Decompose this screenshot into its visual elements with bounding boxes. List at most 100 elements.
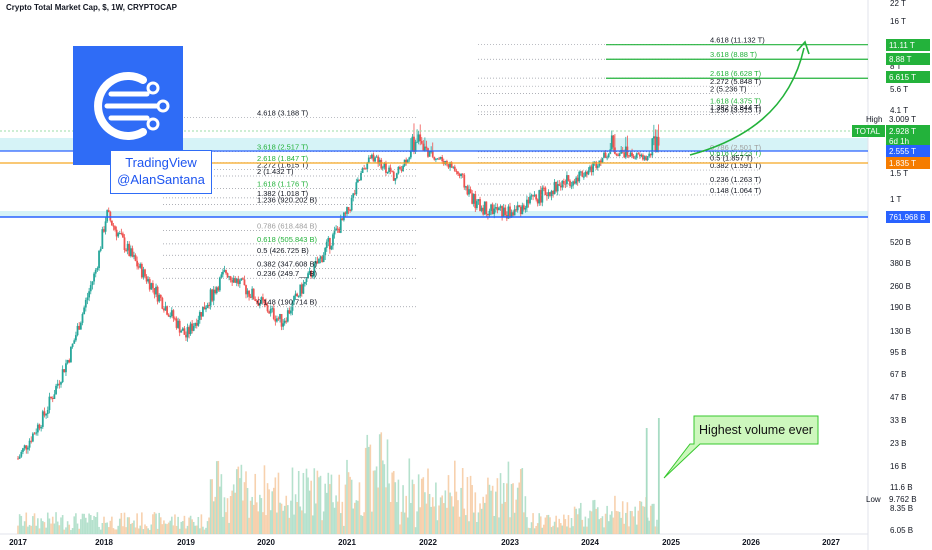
candle (400, 169, 403, 171)
volume-bar (617, 511, 619, 534)
volume-bar (383, 464, 386, 534)
volume-bar (174, 514, 176, 534)
candle (363, 168, 366, 170)
volume-bar (569, 527, 571, 534)
candle (169, 315, 172, 317)
volume-bar (626, 502, 629, 534)
volume-bar (324, 483, 326, 534)
candle (232, 278, 235, 283)
volume-bar (99, 529, 102, 534)
candle (637, 153, 640, 155)
candle (220, 274, 223, 278)
candle (269, 308, 272, 314)
candle (471, 193, 474, 204)
candle (569, 180, 571, 186)
candle (458, 173, 461, 177)
candle (191, 323, 194, 331)
volume-bar (48, 518, 51, 534)
volume-bar (654, 526, 657, 534)
fib-2025-label: 0.148 (1.064 T) (710, 186, 762, 195)
price-tag (886, 53, 930, 65)
candle (63, 369, 66, 373)
candle (126, 243, 129, 251)
brand-line-1: TradingView (125, 155, 197, 170)
candle (279, 314, 281, 319)
volume-bar (183, 515, 186, 534)
volume-bar (248, 517, 250, 534)
fib-2021-label: 1.382 (1.018 T) (257, 189, 309, 198)
volume-bar (333, 507, 336, 534)
fib-2021-label: 1.618 (1.176 T) (257, 180, 309, 189)
volume-bar (601, 516, 604, 534)
volume-bar (618, 511, 621, 534)
volume-bar (153, 512, 156, 534)
volume-bar (549, 517, 551, 534)
candle (237, 278, 240, 284)
candle (522, 205, 525, 210)
candle (177, 320, 180, 328)
volume-bar (477, 512, 480, 534)
volume-bar (439, 497, 442, 534)
fib-2021-label: 0.786 (618.484 B) (257, 222, 318, 231)
candle (300, 284, 303, 294)
volume-bar (237, 466, 240, 534)
candle (307, 273, 309, 279)
volume-bar (621, 501, 624, 534)
candle (431, 151, 434, 157)
candle (36, 424, 39, 433)
volume-bar (457, 500, 459, 534)
candle (84, 299, 87, 308)
volume-bar (63, 529, 66, 534)
volume-bar (163, 520, 165, 534)
volume-bar (66, 521, 69, 534)
candle (133, 255, 135, 257)
volume-bar (474, 492, 477, 534)
candle (427, 148, 429, 157)
volume-bar (297, 470, 300, 534)
candle (61, 369, 64, 383)
volume-bar (271, 491, 274, 534)
volume-bar (532, 513, 534, 534)
volume-bar (488, 484, 491, 534)
volume-bar (51, 516, 54, 534)
candle (313, 263, 316, 276)
volume-bar (115, 529, 118, 534)
volume-bar (447, 475, 450, 534)
volume-bar (42, 521, 44, 534)
volume-bar (524, 496, 527, 534)
candle (328, 237, 331, 250)
volume-bar (496, 478, 499, 534)
candle (91, 281, 94, 286)
candle (263, 300, 266, 303)
volume-bar (450, 496, 453, 534)
volume-bar (83, 513, 85, 534)
candle (296, 293, 299, 297)
volume-bar (171, 516, 173, 534)
candle (310, 270, 313, 278)
candle (411, 136, 414, 151)
volume-bar (35, 525, 37, 534)
candle (140, 264, 143, 278)
y-tick-label: 16 B (890, 462, 906, 471)
candle (395, 173, 398, 179)
candle (579, 171, 582, 173)
candle (573, 181, 576, 184)
candle (205, 307, 207, 310)
volume-bar (325, 492, 328, 534)
candle (377, 156, 380, 164)
candle (587, 170, 590, 175)
volume-bar (200, 514, 203, 534)
candle (128, 243, 131, 256)
candle (615, 153, 618, 156)
candle (576, 177, 579, 182)
candle (43, 411, 46, 416)
price-tag-label: High (866, 115, 882, 124)
volume-bar (293, 514, 295, 534)
candle (385, 162, 387, 173)
volume-bar (156, 528, 159, 534)
candle (18, 456, 21, 459)
candle (582, 176, 585, 178)
candle (214, 289, 217, 294)
volume-bar (611, 511, 613, 534)
volume-bar (71, 528, 74, 534)
